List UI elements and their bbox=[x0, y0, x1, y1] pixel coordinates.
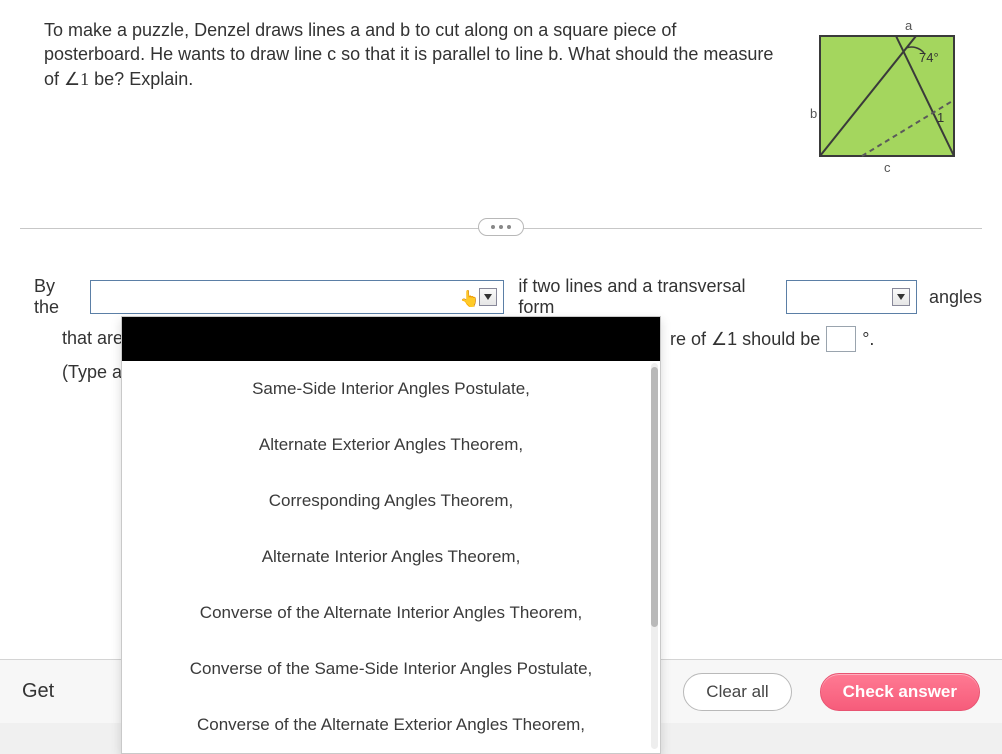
diagram-svg: 74° 1 a b c bbox=[802, 18, 972, 178]
cursor-icon: 👆 bbox=[459, 289, 479, 309]
dropdown-option[interactable]: Alternate Interior Angles Theorem, bbox=[122, 529, 660, 585]
dropdown-option[interactable]: Alternate Exterior Angles Theorem, bbox=[122, 417, 660, 473]
svg-text:c: c bbox=[884, 160, 891, 175]
ellipsis-icon[interactable] bbox=[478, 218, 524, 236]
degree-suffix: °. bbox=[862, 329, 874, 350]
chevron-down-icon[interactable] bbox=[892, 288, 910, 306]
re-of-label: re of ∠1 should be bbox=[670, 329, 820, 350]
angle-type-select[interactable] bbox=[786, 280, 917, 314]
scrollbar-thumb[interactable] bbox=[651, 367, 658, 627]
dropdown-selected-mask bbox=[122, 317, 660, 361]
answer-row-1: By the 👆 if two lines and a transversal … bbox=[28, 276, 982, 318]
check-answer-label: Check answer bbox=[843, 682, 957, 702]
answer-area: By the 👆 if two lines and a transversal … bbox=[28, 276, 982, 318]
by-the-label: By the bbox=[34, 276, 82, 318]
question-area: To make a puzzle, Denzel draws lines a a… bbox=[0, 0, 1002, 188]
mid-text: if two lines and a transversal form bbox=[518, 276, 770, 318]
theorem-dropdown-panel: Same-Side Interior Angles Postulate, Alt… bbox=[121, 316, 661, 754]
that-are-label: that are bbox=[62, 328, 123, 349]
page-root: To make a puzzle, Denzel draws lines a a… bbox=[0, 0, 1002, 723]
check-answer-button[interactable]: Check answer bbox=[820, 673, 980, 711]
clear-all-button[interactable]: Clear all bbox=[683, 673, 791, 711]
type-a-label: (Type a bbox=[62, 362, 122, 383]
svg-text:a: a bbox=[905, 18, 913, 33]
svg-text:b: b bbox=[810, 106, 817, 121]
dropdown-option[interactable]: Converse of the Alternate Exterior Angle… bbox=[122, 697, 660, 753]
dropdown-option[interactable]: Converse of the Same-Side Interior Angle… bbox=[122, 641, 660, 697]
dropdown-option[interactable]: Converse of the Alternate Interior Angle… bbox=[122, 585, 660, 641]
angles-word: angles bbox=[929, 287, 982, 308]
dropdown-scrollbar[interactable] bbox=[651, 363, 658, 749]
chevron-down-icon[interactable] bbox=[479, 288, 497, 306]
geometry-diagram: 74° 1 a b c bbox=[802, 18, 972, 178]
get-help-label[interactable]: Get bbox=[22, 680, 54, 703]
svg-text:74°: 74° bbox=[919, 50, 939, 65]
svg-text:1: 1 bbox=[937, 110, 944, 125]
dropdown-option[interactable]: Corresponding Angles Theorem, bbox=[122, 473, 660, 529]
measure-fragment: re of ∠1 should be °. bbox=[670, 326, 874, 352]
angle-symbol: ∠1 bbox=[64, 69, 89, 89]
question-part3: be? Explain. bbox=[89, 69, 193, 89]
theorem-select[interactable]: 👆 bbox=[90, 280, 504, 314]
degree-input[interactable] bbox=[826, 326, 856, 352]
clear-all-label: Clear all bbox=[706, 682, 768, 702]
question-text: To make a puzzle, Denzel draws lines a a… bbox=[44, 18, 782, 91]
dropdown-option[interactable]: Same-Side Interior Angles Postulate, bbox=[122, 361, 660, 417]
